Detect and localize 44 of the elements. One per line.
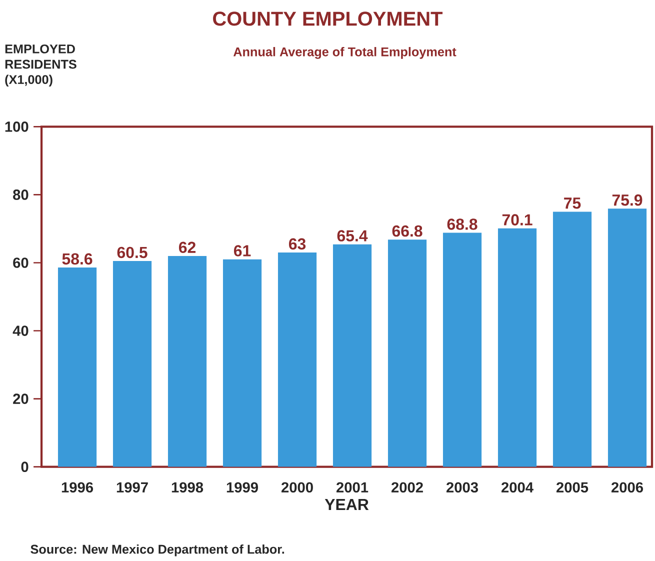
data-label: 66.8 xyxy=(392,226,422,237)
data-label: 68.8 xyxy=(447,218,478,230)
data-label: 61 xyxy=(234,245,251,257)
y-tick-label: 80 xyxy=(13,190,28,200)
data-label: 58.6 xyxy=(62,253,92,265)
x-tick-label: 2001 xyxy=(336,482,368,493)
x-tick-label: 1996 xyxy=(62,482,94,493)
bar xyxy=(608,208,647,467)
bar xyxy=(222,259,262,467)
bar xyxy=(552,212,592,467)
bar xyxy=(388,240,427,467)
bar xyxy=(498,228,537,467)
y-tick-label: 100 xyxy=(5,122,28,132)
x-tick-label: 2005 xyxy=(556,482,588,493)
y-tick-label: 20 xyxy=(13,394,28,404)
data-label: 60.5 xyxy=(117,246,148,258)
x-tick-label: 1998 xyxy=(172,482,204,493)
data-label: 62 xyxy=(178,242,196,254)
data-label: 65.4 xyxy=(337,230,368,242)
data-label: 75.9 xyxy=(612,194,642,206)
x-tick-label: 2002 xyxy=(391,482,423,493)
x-tick-label: 1999 xyxy=(226,482,258,493)
x-tick-label: 2006 xyxy=(611,482,644,493)
y-tick-label: 0 xyxy=(21,462,28,472)
bar xyxy=(58,268,97,467)
bar xyxy=(112,261,152,467)
y-axis-title: EMPLOYED RESIDENTS (X1,000) xyxy=(5,44,76,87)
chart-subtitle: Annual Average of Total Employment xyxy=(233,47,456,60)
y-tick-label: 60 xyxy=(13,258,28,268)
bar xyxy=(442,232,482,467)
source-note: Source: New Mexico Department of Labor. xyxy=(30,544,284,556)
x-tick-label: 2003 xyxy=(446,482,478,493)
data-label: 70.1 xyxy=(502,214,532,226)
x-tick-label: 2004 xyxy=(501,482,534,493)
data-label: 75 xyxy=(564,198,581,209)
chart-title: COUNTY EMPLOYMENT xyxy=(213,12,443,26)
bar xyxy=(278,252,317,467)
data-label: 63 xyxy=(288,238,306,250)
x-tick-label: 1997 xyxy=(116,482,148,493)
bar xyxy=(332,244,372,467)
x-axis-title: YEAR xyxy=(324,499,369,510)
y-tick-label: 40 xyxy=(12,326,28,336)
x-tick-label: 2000 xyxy=(281,482,313,493)
bar xyxy=(168,256,207,467)
